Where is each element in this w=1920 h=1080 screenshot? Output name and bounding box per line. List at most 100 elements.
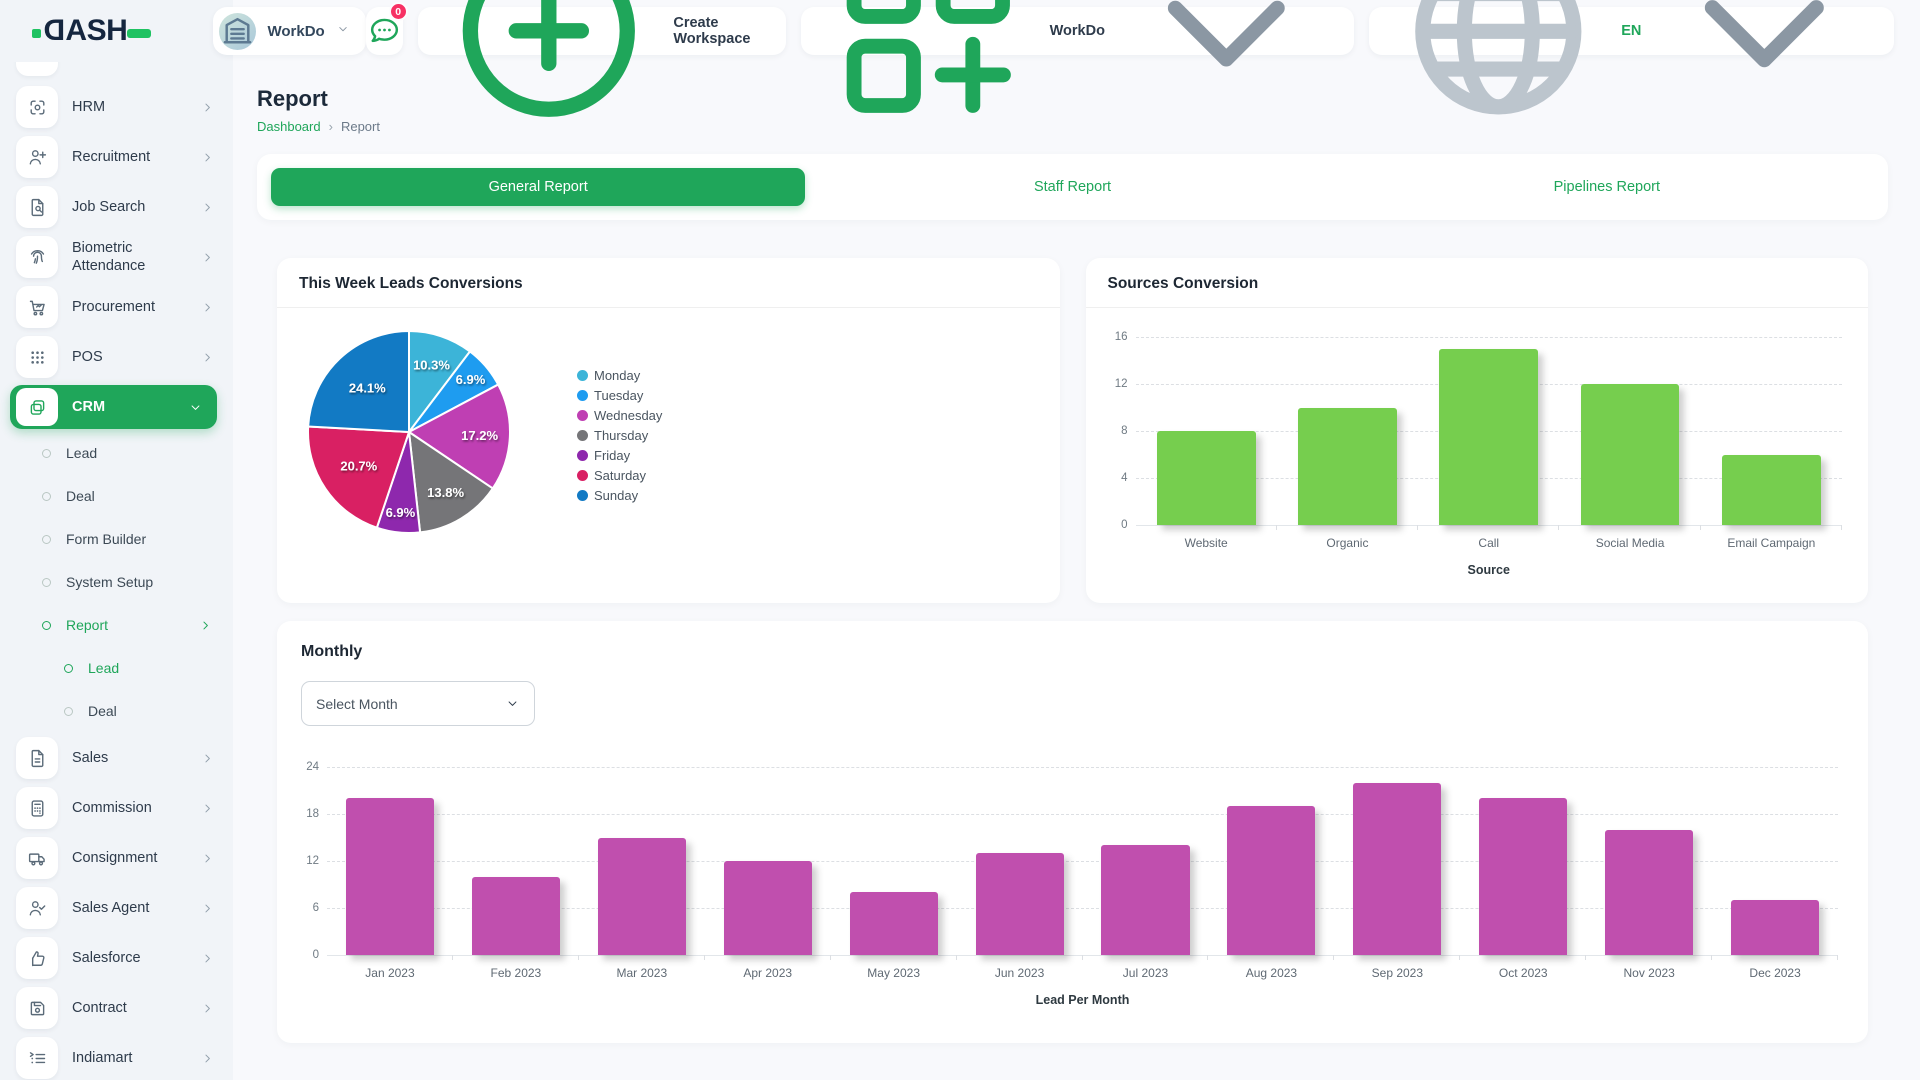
sidebar-item-biometric-attendance[interactable]: Biometric Attendance [0,232,233,282]
x-axis-label: May 2023 [867,966,920,980]
x-axis-label: Social Media [1595,536,1665,550]
bar-slot [1083,768,1209,960]
chevron-right-icon [200,901,215,916]
tab-general-report[interactable]: General Report [271,168,806,206]
legend-item-sunday[interactable]: Sunday [577,488,662,503]
recruitment-icon [16,136,58,178]
pos-icon [16,336,58,378]
sidebar-subitem-lead[interactable]: Lead [0,432,233,475]
sidebar-item-indiamart[interactable]: Indiamart [0,1033,233,1080]
leads-conversions-card: This Week Leads Conversions 10.3% 6.9% 17.… [277,258,1060,603]
chevron-right-icon [200,801,215,816]
messages-badge: 0 [388,2,408,21]
legend-item-monday[interactable]: Monday [577,368,662,383]
bar-slot [1277,338,1419,530]
sidebar-subitem-label: Deal [66,487,95,504]
sales-icon [16,737,58,779]
sidebar-item-label: HRM [72,98,106,115]
tab-pipelines-report[interactable]: Pipelines Report [1553,179,1661,195]
sources-bar-chart: 0 4 8 12 16 Website Organic Call Social Media Ema… [1086,308,1869,577]
legend-item-tuesday[interactable]: Tuesday [577,388,662,403]
salesforce-icon [16,937,58,979]
sidebar-item-label: Sales [72,749,109,766]
sidebar-subitem-report[interactable]: Report [0,604,233,647]
legend-item-saturday[interactable]: Saturday [577,468,662,483]
legend-label: Thursday [594,428,649,443]
x-axis-label: Nov 2023 [1623,966,1675,980]
bar-slot [579,768,705,960]
breadcrumb-separator-icon: › [328,119,333,134]
sidebar-subitem-lead[interactable]: Lead [0,647,233,690]
leads-pie-chart: 10.3% 6.9% 17.2% 13.8% 6.9% 20.7% 24.1% Monday… [277,308,1060,538]
language-dropdown[interactable]: EN [1368,0,1894,115]
y-axis-tick: 16 [1114,331,1128,343]
legend-item-wednesday[interactable]: Wednesday [577,408,662,423]
axis-title: Lead Per Month [1035,993,1130,1007]
sidebar-item-salesforce[interactable]: Salesforce [0,933,233,983]
bar-slot [1418,338,1560,530]
legend-label: Tuesday [594,388,644,403]
bar-jan-2023 [345,798,435,955]
svg-text:17.2%: 17.2% [461,428,498,443]
sidebar-item-contract[interactable]: Contract [0,983,233,1033]
app-switcher-dropdown[interactable]: WorkDo [801,0,1354,113]
monthly-title: Monthly [301,643,363,660]
messages-button[interactable]: 0 [365,2,408,55]
y-axis-tick: 0 [312,949,319,961]
grid-plus-icon [817,0,1040,142]
bar-jul-2023 [1101,845,1190,955]
legend-label: Friday [594,448,631,463]
chevron-right-icon [200,1001,215,1016]
sales-agent-icon [16,887,58,929]
bar-slot [1334,768,1461,960]
sidebar-item-commission[interactable]: Commission [0,783,233,833]
sidebar-item-procurement[interactable]: Procurement [0,282,233,332]
monthly-bar-chart: 0 6 12 18 24 Jan 2023 Feb 2023 Mar 2023 Apr 2023… [301,761,1844,1007]
svg-text:24.1%: 24.1% [349,381,386,396]
svg-text:6.9%: 6.9% [386,505,416,520]
sidebar-subitem-deal[interactable]: Deal [0,690,233,733]
sidebar-item-label: Recruitment [72,148,151,165]
legend-label: Monday [594,368,641,383]
biometric-attendance-icon [16,236,58,278]
workspace-switcher[interactable]: WorkDo [213,7,366,55]
svg-text:10.3%: 10.3% [413,358,450,373]
create-workspace-button[interactable]: Create Workspace [417,0,787,118]
x-axis-label: Website [1184,536,1228,550]
sidebar-item-sales-agent[interactable]: Sales Agent [0,883,233,933]
circle-icon [42,492,51,501]
sidebar-item-sales[interactable]: Sales [0,733,233,783]
legend-label: Saturday [594,468,647,483]
svg-text:13.8%: 13.8% [427,485,464,500]
bar-website [1156,431,1256,525]
gridline [1135,337,1842,338]
gridline [327,861,1838,862]
header-actions: 0 Create Workspace WorkDo EN [365,0,1920,118]
sidebar-item-recruitment[interactable]: Recruitment [0,132,233,182]
select-month-dropdown[interactable]: Select Month [301,681,535,726]
bar-nov-2023 [1605,829,1694,955]
sidebar-item-label: Consignment [72,849,158,866]
sidebar-item-job-search[interactable]: Job Search [0,182,233,232]
sidebar-item-pos[interactable]: POS [0,332,233,382]
legend-item-thursday[interactable]: Thursday [577,428,662,443]
sidebar-subitem-system-setup[interactable]: System Setup [0,561,233,604]
legend-dot-icon [577,370,588,381]
sidebar-subitem-deal[interactable]: Deal [0,475,233,518]
logo-accent-dot [32,28,42,38]
sidebar-subitem-label: Report [66,616,109,633]
sidebar-item-hrm[interactable]: HRM [0,82,233,132]
sidebar-item-crm[interactable]: CRM [0,382,233,432]
tab-staff-report[interactable]: Staff Report [1033,179,1112,195]
chevron-down-icon [505,696,520,711]
sidebar-item-consignment[interactable]: Consignment [0,833,233,883]
sidebar-item-partial[interactable] [16,62,58,76]
y-axis-tick: 12 [1114,378,1128,390]
sidebar-subitem-form-builder[interactable]: Form Builder [0,518,233,561]
sidebar-subitem-label: Deal [88,702,117,719]
bar-slot [831,768,957,960]
breadcrumb-dashboard-link[interactable]: Dashboard [257,119,321,134]
legend-item-friday[interactable]: Friday [577,448,662,463]
y-axis-tick: 18 [306,808,319,820]
language-label: EN [1621,23,1642,39]
